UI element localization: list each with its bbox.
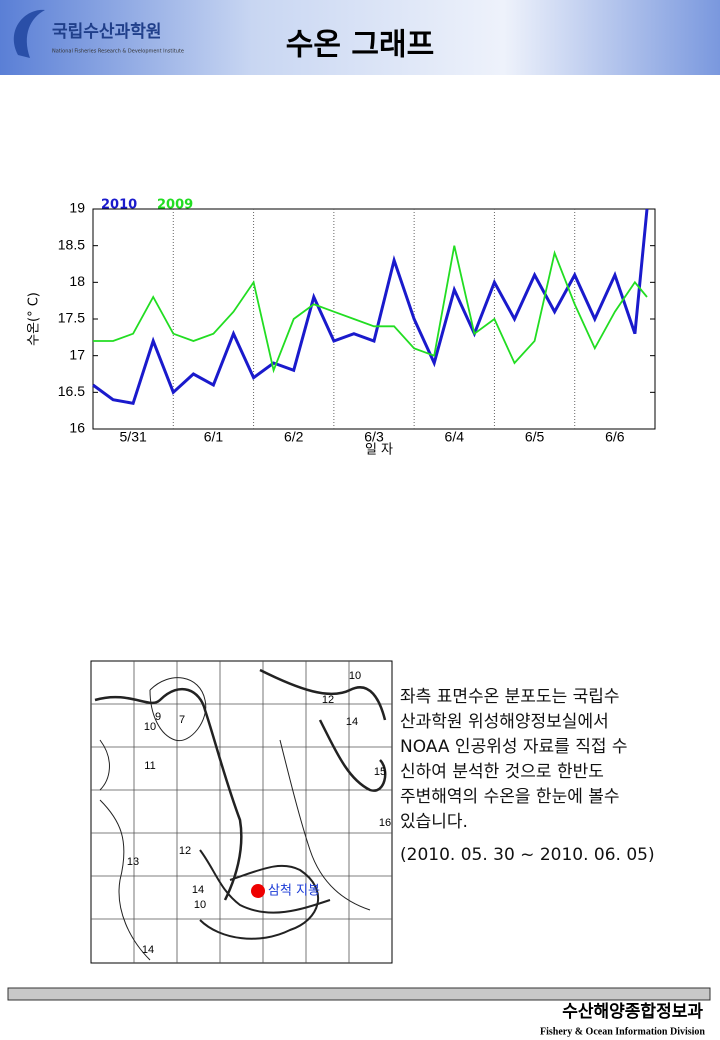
x-tick-label: 6/5	[525, 429, 545, 445]
contour-label: 9	[155, 711, 161, 723]
description-line: NOAA 인공위성 자료를 직접 수	[400, 737, 628, 757]
page-title: 수온 그래프	[286, 28, 434, 63]
y-tick-label: 17.5	[58, 310, 85, 326]
description-line: 있습니다.	[400, 812, 468, 832]
contour-label: 10	[194, 899, 206, 911]
series-line	[92, 208, 649, 406]
x-axis-label: 일 자	[365, 443, 393, 458]
org-name: 국립수산과학원	[52, 22, 161, 42]
contour-label: 16	[379, 817, 391, 829]
site-label: 삼척 지봉	[268, 884, 320, 899]
x-tick-label: 6/2	[284, 429, 304, 445]
period: (2010. 05. 30 ~ 2010. 06. 05)	[400, 845, 655, 865]
plot-frame	[92, 208, 656, 430]
contour-label: 14	[346, 716, 358, 728]
contour-label: 14	[142, 944, 154, 956]
description-line: 좌측 표면수온 분포도는 국립수	[400, 687, 620, 707]
header-band	[0, 0, 720, 75]
legend-entry: 2010	[101, 198, 137, 213]
y-tick-label: 16.5	[58, 383, 85, 399]
y-axis-label: 수온(° C)	[27, 292, 42, 346]
x-tick-label: 6/6	[605, 429, 625, 445]
description-line: 신하여 분석한 것으로 한반도	[400, 762, 604, 782]
description-line: 주변해역의 수온을 한눈에 볼수	[400, 787, 620, 807]
contour-label: 13	[127, 856, 139, 868]
x-tick-label: 6/3	[364, 429, 384, 445]
x-tick-label: 6/4	[445, 429, 465, 445]
map-frame	[90, 660, 393, 964]
contour-label: 15	[374, 766, 386, 778]
contour-label: 7	[179, 714, 185, 726]
y-tick-label: 17	[69, 346, 85, 362]
series-line	[93, 245, 648, 374]
y-tick-label: 19	[69, 200, 85, 216]
logo-mark	[13, 9, 45, 58]
contour-label: 11	[144, 760, 155, 772]
y-tick-label: 18	[69, 273, 85, 289]
site-marker	[251, 884, 265, 898]
footer-division-en: Fishery & Ocean Information Division	[540, 1026, 705, 1037]
org-name-en: National Fisheries Research & Developmen…	[52, 49, 184, 55]
footer-bar	[7, 987, 711, 1001]
chart: 16 16.5 17 17.5 18 18.5 19 5/31 6/1 6/2 6/3 6/4 6/5 6…	[27, 198, 656, 458]
x-tick-label: 6/1	[204, 429, 224, 445]
description-line: 산과학원 위성해양정보실에서	[400, 712, 609, 732]
map: 10 12 14 15 16 9 7 10 11 12 13 14 10 14 삼척 지봉	[90, 660, 393, 964]
x-tick-label: 5/31	[120, 429, 147, 445]
footer-division: 수산해양종합정보과	[562, 1001, 703, 1022]
contour-label: 12	[322, 694, 334, 706]
y-tick-label: 16	[69, 420, 85, 436]
contour-label: 10	[349, 670, 361, 682]
contour-label: 12	[179, 845, 191, 857]
y-tick-label: 18.5	[58, 236, 85, 252]
description: 좌측 표면수온 분포도는 국립수산과학원 위성해양정보실에서 NOAA 인공위성 …	[400, 687, 628, 832]
contour-label: 10	[144, 721, 156, 733]
legend-entry: 2009	[157, 198, 193, 213]
contour-label: 14	[192, 884, 204, 896]
map-contours	[94, 668, 387, 961]
